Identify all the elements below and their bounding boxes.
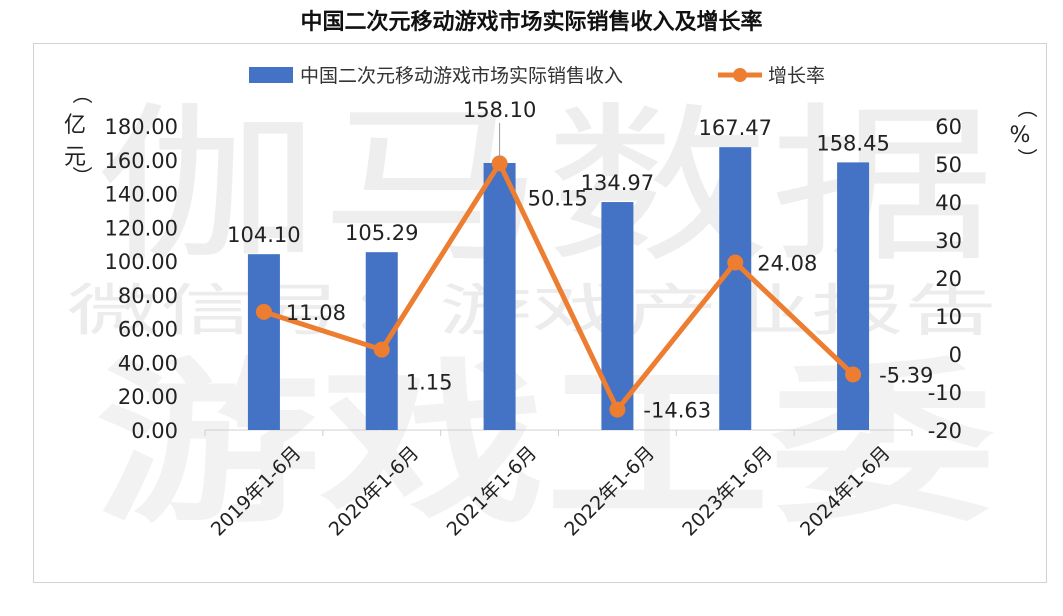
bars (247, 147, 870, 430)
y-left-tick-label: 60.00 (118, 318, 178, 342)
growth-value-label: 11.08 (286, 301, 346, 325)
legend-line-marker (733, 68, 747, 82)
y-left-tick-label: 0.00 (131, 419, 178, 443)
bar (247, 254, 280, 430)
y-right-tick-label: 10 (935, 305, 962, 329)
y-left-tick-label: 180.00 (105, 115, 178, 139)
chart-frame (33, 43, 1047, 583)
bar-value-label: 105.29 (345, 221, 418, 245)
growth-value-label: -5.39 (879, 363, 933, 387)
legend-bar-label: 中国二次元移动游戏市场实际销售收入 (300, 65, 623, 87)
bar (483, 162, 516, 430)
growth-line (255, 155, 862, 418)
y-left-tick-label: 40.00 (118, 351, 178, 375)
growth-point (609, 401, 626, 418)
y-left-tick-label: 20.00 (118, 385, 178, 409)
growth-value-label: 1.15 (406, 371, 453, 395)
growth-value-label: -14.63 (643, 399, 711, 423)
bar (365, 252, 398, 430)
y-right-tick-label: 0 (949, 343, 962, 367)
bar-value-label: 104.10 (227, 223, 300, 247)
left-axis-unit-close: ） (70, 166, 94, 186)
left-axis-unit-open: （ (70, 84, 94, 104)
growth-point (491, 155, 508, 172)
right-axis-unit-char: % (1010, 123, 1031, 148)
y-right-tick-label: 60 (935, 115, 962, 139)
bar (719, 147, 752, 430)
bar (837, 162, 870, 430)
growth-value-label: 24.08 (757, 251, 817, 275)
growth-value-label: 50.15 (528, 186, 588, 210)
y-left-tick-label: 80.00 (118, 284, 178, 308)
bar-value-label: 158.10 (463, 98, 536, 122)
legend-bar-swatch (249, 67, 293, 83)
legend-line-label: 增长率 (768, 65, 825, 87)
y-left-tick-label: 140.00 (105, 183, 178, 207)
bar-value-label: 158.45 (816, 131, 889, 155)
right-axis-unit: （ % ） (1010, 98, 1039, 168)
growth-point (845, 366, 862, 383)
left-axis-unit-char2: 元 (64, 145, 86, 170)
growth-point (727, 254, 744, 271)
y-right-tick-label: 50 (935, 153, 962, 177)
right-axis-unit-close: ） (1015, 148, 1039, 168)
bar-value-label: 167.47 (699, 116, 772, 140)
growth-point (255, 303, 272, 320)
y-right-tick-label: -10 (928, 381, 962, 405)
y-right-tick-label: 40 (935, 191, 962, 215)
bar-value-label: 134.97 (581, 171, 654, 195)
y-left-tick-label: 100.00 (105, 250, 178, 274)
left-axis-unit-char1: 亿 (64, 113, 86, 138)
y-left-tick-label: 120.00 (105, 216, 178, 240)
data-labels: 104.10 105.29 158.10 134.97 167.47 158.45 11.0… (227, 98, 933, 423)
growth-line-path (263, 160, 855, 413)
left-axis-unit: （ 亿 元 ） (64, 84, 94, 186)
chart-title: 中国二次元移动游戏市场实际销售收入及增长率 (300, 10, 763, 35)
y-left-tick-label: 160.00 (105, 149, 178, 173)
y-right-tick-label: 20 (935, 267, 962, 291)
right-axis-unit-open: （ (1015, 98, 1039, 118)
legend: 中国二次元移动游戏市场实际销售收入 增长率 (249, 65, 825, 87)
growth-point (373, 341, 390, 358)
y-right-tick-label: 30 (935, 229, 962, 253)
y-right-tick-label: -20 (928, 419, 962, 443)
